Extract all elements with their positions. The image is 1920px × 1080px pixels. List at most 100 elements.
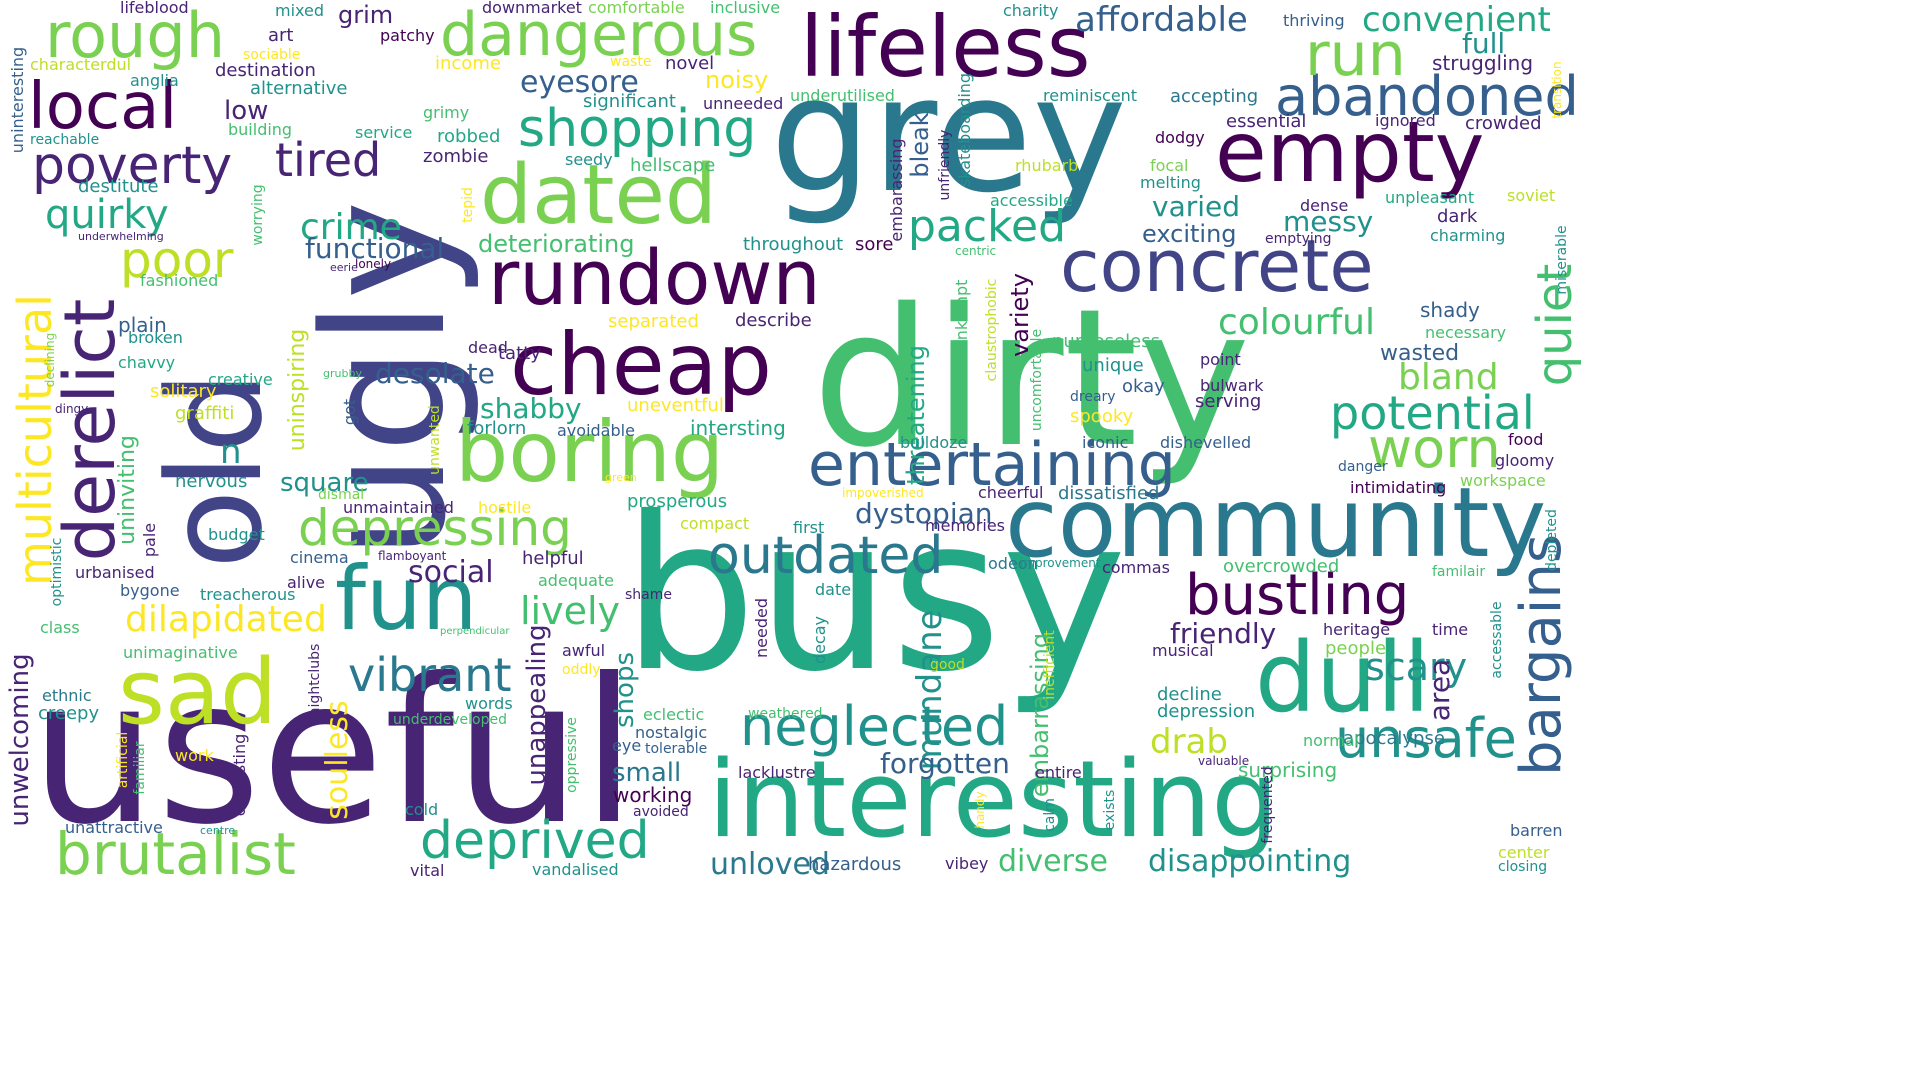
word-convenient: convenient bbox=[1362, 0, 1551, 40]
word-alternative: alternative bbox=[250, 78, 348, 99]
word-eerie: eerie bbox=[330, 261, 358, 274]
word-shabby: shabby bbox=[480, 392, 582, 425]
word-square: square bbox=[280, 468, 369, 498]
word-patchy: patchy bbox=[380, 26, 435, 45]
word-workspace: workspace bbox=[1460, 471, 1546, 490]
word-busy: busy bbox=[622, 471, 1127, 718]
word-tatty: tatty bbox=[498, 343, 541, 364]
word-tolerable: tolerable bbox=[645, 741, 708, 757]
word-disappointing: disappointing bbox=[1148, 844, 1352, 879]
word-grimy: grimy bbox=[423, 103, 470, 122]
word-vital: vital bbox=[410, 861, 445, 880]
word-depleted: depleted bbox=[1544, 509, 1560, 571]
word-zombie: zombie bbox=[423, 146, 489, 167]
word-eclectic: eclectic bbox=[643, 705, 705, 724]
word-barren: barren bbox=[1510, 821, 1563, 840]
word-crime: crime bbox=[300, 207, 402, 248]
word-dishevelled: dishevelled bbox=[1160, 433, 1252, 452]
word-sociable: sociable bbox=[243, 47, 301, 63]
word-cinema: cinema bbox=[290, 548, 349, 567]
word-plain: plain bbox=[118, 313, 167, 337]
word-full: full bbox=[1462, 27, 1506, 60]
word-words: words bbox=[465, 694, 513, 713]
word-uninteresting: uninteresting bbox=[8, 46, 27, 154]
word-food: food bbox=[1508, 430, 1544, 449]
word-normal: normal bbox=[1303, 731, 1360, 750]
word-declining: declining bbox=[43, 332, 57, 388]
word-necessary: necessary bbox=[1425, 323, 1507, 342]
word-hellscape: hellscape bbox=[630, 155, 716, 176]
word-bulwark: bulwark bbox=[1200, 376, 1264, 395]
word-unique: unique bbox=[1082, 355, 1144, 376]
word-dilapidated: dilapidated bbox=[125, 599, 327, 640]
word-claustrophobic: claustrophobic bbox=[984, 278, 1000, 382]
word-date: date bbox=[815, 580, 852, 599]
word-got: got bbox=[340, 398, 359, 426]
word-shame: shame bbox=[625, 587, 672, 603]
word-building: building bbox=[228, 120, 293, 139]
word-destination: destination bbox=[215, 60, 316, 81]
word-dull: dull bbox=[1255, 622, 1431, 734]
word-transition: transition bbox=[1550, 61, 1564, 119]
word-shopping: shopping bbox=[518, 99, 757, 159]
word-improvement: improvement bbox=[1020, 556, 1101, 570]
word-dark: dark bbox=[1437, 206, 1478, 227]
word-interesting: interesting bbox=[708, 738, 1279, 861]
word-overcrowded: overcrowded bbox=[1223, 556, 1340, 577]
word-boring: boring bbox=[455, 403, 725, 501]
word-unappealing: unappealing bbox=[522, 624, 552, 786]
word-threatening: threatening bbox=[902, 345, 930, 485]
word-forgotten: forgotten bbox=[880, 747, 1010, 780]
word-dodgy: dodgy bbox=[1155, 128, 1205, 147]
word-downmarket: downmarket bbox=[482, 0, 582, 17]
word-concrete: concrete bbox=[1060, 224, 1374, 308]
word-community: community bbox=[1005, 467, 1547, 579]
word-tepid: tepid bbox=[460, 187, 476, 223]
word-forlorn: forlorn bbox=[467, 418, 527, 439]
word-fun: fun bbox=[335, 547, 478, 650]
word-emptying: emptying bbox=[1265, 231, 1332, 247]
word-accessible: accessible bbox=[990, 191, 1073, 210]
word-intersting: intersting bbox=[690, 416, 786, 440]
word-fashioned: fashioned bbox=[140, 271, 219, 290]
word-perpendicular: perpendicular bbox=[440, 626, 510, 637]
word-inefficient: inefficient bbox=[1042, 630, 1058, 700]
word-dystopian: dystopian bbox=[855, 497, 993, 530]
word-small: small bbox=[612, 758, 682, 788]
word-hostile: hostile bbox=[478, 498, 532, 517]
word-memories: memories bbox=[925, 516, 1006, 535]
word-underdeveloped: underdeveloped bbox=[393, 712, 507, 728]
word-apocalypse: apocalypse bbox=[1343, 728, 1445, 749]
word-purposeless: purposeless bbox=[1052, 331, 1160, 352]
word-grubby: grubby bbox=[323, 367, 362, 380]
word-avoided: avoided bbox=[633, 804, 689, 820]
word-centric: centric bbox=[955, 244, 997, 258]
word-impoverished: impoverished bbox=[842, 486, 924, 500]
word-inclusive: inclusive bbox=[710, 0, 781, 17]
word-entertaining: entertaining bbox=[808, 430, 1176, 500]
word-solitary: solitary bbox=[150, 381, 217, 402]
word-unfriendly: unfriendly bbox=[937, 129, 953, 201]
word-green: green bbox=[605, 471, 637, 484]
word-embarassing: embarassing bbox=[887, 138, 906, 242]
word-graffiti: graffiti bbox=[175, 403, 235, 424]
word-potential: potential bbox=[1330, 386, 1535, 440]
word-colourful: colourful bbox=[1218, 302, 1375, 343]
word-useful: useful bbox=[30, 636, 637, 869]
word-disgusting: disgusting bbox=[230, 733, 249, 817]
word-uninviting: uninviting bbox=[115, 435, 140, 545]
word-rhubarb: rhubarb bbox=[1015, 156, 1079, 175]
word-focal: focal bbox=[1150, 156, 1189, 175]
word-deprived: deprived bbox=[420, 811, 650, 871]
word-cheerful: cheerful bbox=[978, 483, 1044, 502]
word-scary: scary bbox=[1365, 645, 1468, 689]
word-sore: sore bbox=[855, 234, 894, 255]
word-ignored: ignored bbox=[1375, 111, 1436, 130]
word-awful: awful bbox=[562, 641, 606, 660]
word-messy: messy bbox=[1283, 205, 1374, 238]
word-brutalist: brutalist bbox=[55, 820, 296, 888]
word-adequate: adequate bbox=[538, 571, 615, 590]
word-abandoned: abandoned bbox=[1275, 65, 1579, 128]
word-oddly: oddly bbox=[562, 662, 601, 678]
